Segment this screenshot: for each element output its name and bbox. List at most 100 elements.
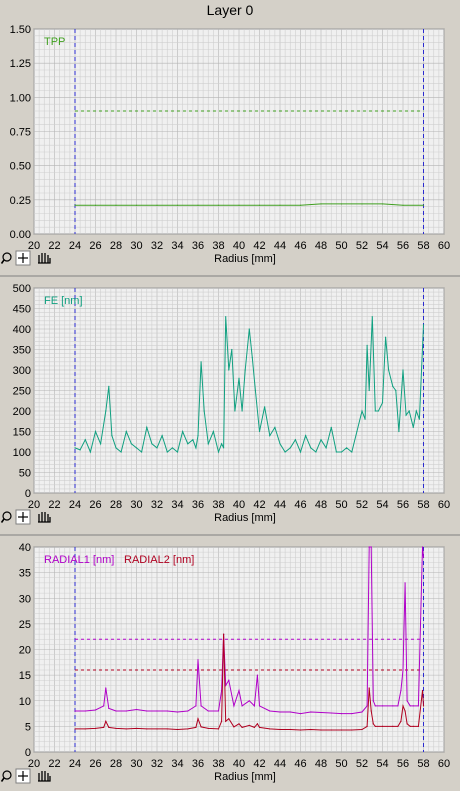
x-tick-label: 38 — [212, 499, 224, 511]
data-point — [388, 369, 390, 371]
zoom-magnifier-icon[interactable] — [0, 769, 14, 783]
data-point — [233, 705, 235, 707]
data-point — [238, 689, 240, 692]
x-tick-label: 60 — [438, 758, 450, 770]
data-point — [192, 439, 194, 441]
data-point — [361, 728, 363, 731]
data-point — [368, 687, 370, 689]
data-point — [125, 728, 127, 730]
data-point — [330, 426, 332, 428]
data-point — [406, 723, 408, 725]
data-point — [195, 447, 197, 449]
x-tick-label: 26 — [89, 758, 101, 770]
data-point — [289, 711, 291, 713]
magnifier-handle — [0, 518, 5, 523]
x-tick-label: 40 — [233, 758, 245, 770]
data-point — [400, 689, 402, 692]
data-point — [241, 726, 243, 729]
x-tick-label: 30 — [130, 240, 142, 252]
data-point — [166, 451, 168, 453]
data-point — [220, 443, 223, 445]
data-point — [346, 447, 348, 449]
crosshair-icon[interactable] — [15, 250, 31, 266]
x-tick-label: 46 — [294, 499, 306, 511]
y-tick-label: 5 — [25, 721, 31, 733]
data-point — [125, 710, 127, 712]
y-tick-label: 10 — [19, 696, 31, 708]
data-point — [340, 712, 343, 715]
data-point — [115, 447, 117, 449]
zoom-magnifier-icon[interactable] — [0, 510, 14, 524]
data-point — [368, 389, 370, 392]
data-point — [381, 705, 384, 707]
x-tick-label: 32 — [151, 758, 163, 770]
zoom-magnifier-icon[interactable] — [0, 251, 14, 265]
hand-pan-icon[interactable] — [33, 251, 55, 265]
data-point — [361, 410, 363, 412]
data-point — [207, 443, 209, 445]
data-point — [361, 711, 363, 713]
data-point — [256, 723, 259, 725]
y-tick-label: 300 — [13, 365, 31, 377]
data-point — [182, 430, 184, 433]
data-point — [248, 700, 250, 702]
data-point — [195, 726, 197, 729]
x-tick-label: 20 — [28, 499, 40, 511]
data-point — [217, 710, 220, 712]
data-point — [105, 720, 107, 722]
hand-pan-icon[interactable] — [33, 769, 55, 783]
x-tick-label: 54 — [376, 758, 388, 770]
data-point — [330, 712, 332, 714]
y-tick-label: 200 — [13, 406, 31, 418]
data-point — [111, 435, 113, 437]
x-tick-label: 56 — [397, 758, 409, 770]
data-point — [217, 451, 220, 453]
x-tick-label: 22 — [48, 758, 60, 770]
x-tick-label: 38 — [212, 240, 224, 252]
data-point — [89, 451, 91, 453]
y-tick-label: 25 — [19, 619, 31, 631]
data-point — [256, 674, 259, 676]
data-point — [412, 705, 414, 707]
x-axis-label: Radius [mm] — [214, 512, 276, 524]
data-point — [130, 443, 132, 445]
data-point — [248, 724, 250, 726]
data-point — [398, 430, 400, 433]
x-tick-label: 42 — [253, 758, 265, 770]
data-point — [368, 546, 370, 548]
data-point — [238, 204, 240, 206]
data-point — [381, 402, 384, 404]
data-point — [392, 385, 394, 387]
x-tick-label: 46 — [294, 240, 306, 252]
data-point — [377, 410, 379, 412]
y-tick-label: 15 — [19, 670, 31, 682]
radial1-legend: RADIAL1 [nm] — [44, 554, 114, 566]
hand-pan-icon[interactable] — [33, 510, 55, 524]
data-point — [409, 705, 411, 707]
data-point — [402, 669, 404, 671]
y-tick-label: 20 — [19, 645, 31, 657]
data-point — [356, 430, 358, 433]
data-point — [384, 336, 387, 338]
data-point — [320, 711, 322, 714]
data-point — [406, 700, 408, 702]
data-point — [212, 430, 214, 433]
crosshair-icon[interactable] — [15, 509, 31, 525]
data-point — [156, 728, 158, 730]
data-point — [299, 451, 302, 453]
data-point — [269, 728, 271, 730]
data-point — [225, 316, 227, 318]
data-point — [141, 451, 143, 453]
data-point — [351, 712, 353, 715]
data-point — [231, 348, 233, 351]
fe-legend: FE [nm] — [44, 295, 83, 307]
x-tick-label: 52 — [356, 499, 368, 511]
x-tick-label: 30 — [130, 758, 142, 770]
crosshair-icon[interactable] — [15, 768, 31, 784]
x-tick-label: 34 — [171, 758, 183, 770]
data-point — [351, 729, 353, 731]
data-point — [279, 711, 281, 713]
x-tick-label: 44 — [274, 758, 286, 770]
data-point — [161, 435, 163, 437]
data-point — [156, 204, 158, 206]
